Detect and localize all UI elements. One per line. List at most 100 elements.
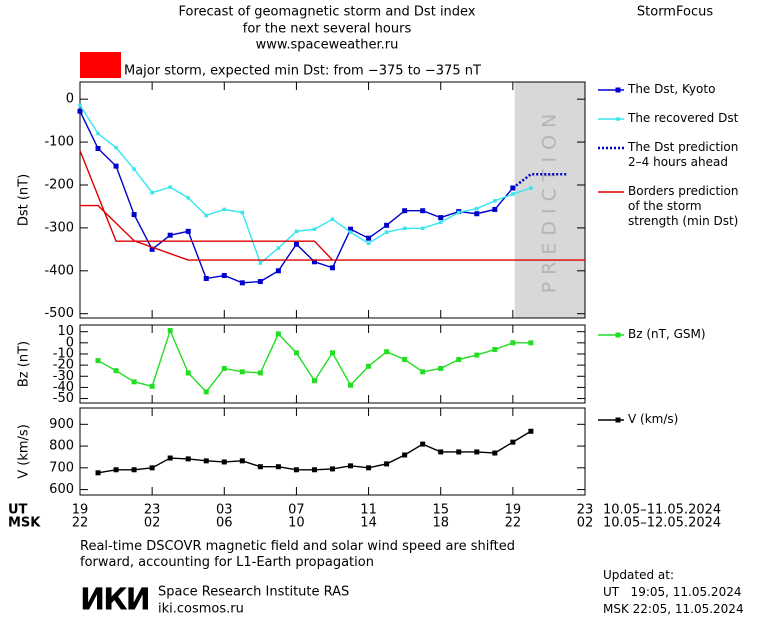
legend-marker	[615, 417, 621, 423]
data-point	[366, 363, 372, 369]
legend-label: Borders prediction of the storm strength…	[628, 184, 739, 228]
data-point	[348, 463, 354, 469]
data-point	[294, 229, 299, 234]
footer-note: Real-time DSCOVR magnetic field and sola…	[80, 539, 516, 570]
x-tick-label: 23	[144, 503, 161, 518]
data-point	[474, 352, 480, 358]
data-point	[366, 465, 372, 471]
y-tick-label: 10	[57, 324, 74, 339]
legend-label: The Dst, Kyoto	[628, 82, 716, 96]
series-line	[79, 150, 585, 261]
data-point	[221, 273, 227, 279]
x-tick-label: 19	[505, 503, 522, 518]
x-tick-label-msk: 18	[432, 516, 449, 531]
storm-level-swatch	[80, 52, 121, 78]
date-range: 10.05–11.05.2024	[603, 503, 721, 518]
series-line	[97, 430, 532, 474]
data-point	[95, 358, 101, 364]
x-axis-label: MSK	[8, 516, 41, 531]
data-point	[203, 458, 209, 464]
data-point	[185, 456, 191, 462]
data-point	[113, 163, 119, 169]
data-point	[149, 246, 155, 252]
data-point	[167, 328, 173, 334]
data-point	[456, 449, 462, 455]
data-point	[330, 265, 335, 271]
x-tick-label: 11	[360, 503, 377, 518]
data-point	[167, 232, 173, 238]
y-tick-label: 0	[66, 335, 74, 350]
data-point	[402, 357, 408, 363]
data-point	[96, 131, 100, 136]
data-point	[511, 192, 515, 196]
x-tick-label-msk: 22	[505, 516, 522, 531]
plot-frame	[79, 324, 586, 404]
data-point	[239, 280, 245, 286]
legend-marker	[616, 117, 620, 121]
data-point	[293, 350, 299, 356]
y-tick-label: -30	[53, 369, 74, 384]
y-tick-label: 800	[49, 439, 74, 454]
data-point	[275, 464, 281, 470]
y-tick-label: 900	[49, 417, 74, 432]
data-point	[402, 208, 408, 214]
x-tick-label-msk: 22	[72, 516, 89, 531]
legend-label: The recovered Dst	[628, 111, 739, 125]
data-point	[186, 196, 190, 200]
data-point	[474, 449, 480, 455]
data-point	[438, 220, 443, 225]
prediction-zone	[514, 82, 585, 318]
prediction-label: PREDICTION	[538, 107, 560, 294]
data-point	[420, 226, 425, 231]
data-point	[402, 452, 408, 458]
x-tick-label-msk: 10	[288, 516, 305, 531]
data-point	[185, 228, 191, 234]
data-point	[113, 368, 119, 374]
data-point	[257, 464, 263, 470]
y-tick-label: 0	[66, 92, 74, 107]
data-point	[311, 259, 317, 265]
data-point	[510, 340, 516, 346]
y-tick-label: -200	[44, 177, 74, 192]
data-point	[131, 467, 137, 473]
data-point	[420, 441, 426, 447]
data-point	[257, 279, 263, 285]
y-tick-label: -50	[53, 391, 74, 406]
legend-marker	[615, 332, 621, 338]
updated-ut: UT 19:05, 11.05.2024	[603, 585, 742, 599]
data-point	[510, 439, 516, 445]
data-point	[221, 365, 227, 371]
x-tick-label: 07	[288, 503, 305, 518]
y-tick-label: -20	[53, 358, 74, 373]
data-point	[275, 331, 281, 337]
x-tick-label: 23	[577, 503, 594, 518]
data-point	[239, 458, 245, 464]
data-point	[438, 449, 444, 455]
x-tick-label-msk: 14	[360, 516, 377, 531]
y-tick-label: -40	[53, 380, 74, 395]
data-point	[204, 213, 208, 218]
data-point	[492, 347, 498, 353]
data-point	[168, 185, 172, 189]
legend-marker	[615, 87, 621, 93]
data-point	[402, 226, 407, 231]
data-point	[366, 235, 372, 241]
data-point	[528, 340, 534, 346]
data-point	[77, 108, 83, 114]
series-line	[79, 104, 532, 265]
x-tick-label: 19	[72, 503, 89, 518]
data-point	[311, 378, 317, 384]
data-point	[420, 369, 426, 375]
y-tick-label: -500	[44, 306, 74, 321]
legend-label: The Dst prediction 2–4 hours ahead	[628, 140, 739, 169]
data-point	[293, 467, 299, 473]
data-point	[475, 206, 479, 211]
updated-msk: MSK 22:05, 11.05.2024	[603, 602, 744, 616]
data-point	[456, 357, 462, 363]
site: iki.cosmos.ru	[158, 602, 244, 617]
data-point	[240, 210, 245, 215]
y-tick-label: 700	[49, 460, 74, 475]
data-point	[384, 349, 390, 355]
